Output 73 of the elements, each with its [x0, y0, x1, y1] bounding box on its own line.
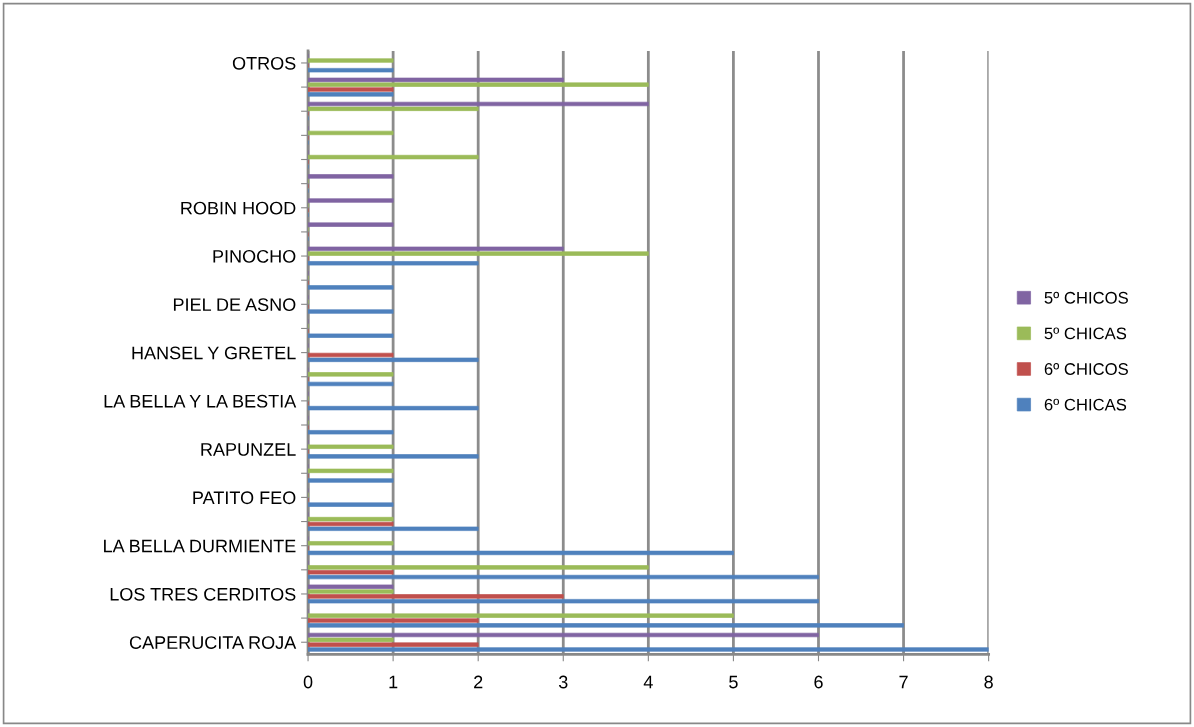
x-tick-label: 3 [558, 675, 568, 689]
bar [308, 632, 819, 638]
bar [308, 372, 394, 377]
x-tick-label: 2 [474, 675, 483, 689]
bar [308, 550, 734, 556]
y-tick-label: PIEL DE ASNO [173, 298, 296, 312]
legend-label: 5º CHICOS [1044, 291, 1128, 304]
y-tick-label: OTROS [232, 56, 296, 70]
bar [308, 574, 819, 580]
y-tick-label: CAPERUCITA ROJA [129, 636, 297, 649]
y-tick-label: LA BELLA DURMIENTE [104, 539, 296, 553]
x-tick-label: 4 [643, 675, 653, 689]
y-tick-label: PINOCHO [213, 249, 296, 263]
bar [308, 589, 394, 594]
y-tick-label: HANSEL Y GRETEL [132, 346, 296, 360]
bar [308, 68, 394, 73]
y-tick-label: ROBIN HOOD [181, 201, 296, 215]
bar [308, 647, 989, 652]
bar [308, 565, 649, 570]
bar [308, 285, 394, 290]
bar [308, 174, 394, 179]
bar [308, 478, 394, 483]
bar [308, 309, 394, 314]
legend-label: 6º CHICOS [1044, 363, 1128, 375]
bar [308, 251, 649, 256]
bar [308, 430, 394, 435]
bar [308, 101, 649, 107]
y-tick-label: RAPUNZEL [201, 443, 296, 456]
bar [308, 642, 479, 647]
bar [308, 623, 904, 628]
x-tick-label: 1 [389, 675, 398, 689]
bar [308, 594, 564, 599]
bar [308, 92, 394, 97]
bar [308, 584, 394, 589]
legend-label: 5º CHICAS [1044, 327, 1127, 340]
y-tick-label: LA BELLA Y LA BESTIA [104, 394, 297, 408]
x-tick-label: 7 [899, 675, 908, 689]
bar [308, 222, 394, 227]
bar [308, 613, 734, 618]
bar [308, 130, 394, 136]
bar [308, 637, 394, 642]
bar [308, 87, 394, 92]
bar [308, 454, 479, 459]
x-tick-label: 8 [984, 675, 993, 689]
bar [308, 154, 479, 160]
bar [308, 570, 394, 575]
bar [308, 516, 394, 522]
bar [308, 381, 394, 387]
x-tick-label: 0 [303, 675, 313, 689]
bar [308, 106, 479, 111]
y-tick-label: PATITO FEO [193, 491, 296, 505]
bar [308, 82, 649, 87]
bar [308, 261, 479, 266]
bar [308, 599, 819, 604]
bar [308, 521, 394, 527]
bar [308, 352, 394, 358]
bar [308, 468, 394, 474]
bar [308, 526, 479, 531]
bar [308, 502, 394, 507]
x-tick-label: 5 [729, 675, 738, 689]
bar [308, 58, 394, 63]
bar [308, 541, 394, 546]
bar [308, 405, 479, 411]
bar [308, 357, 479, 362]
bar [308, 444, 394, 449]
bar [308, 618, 479, 623]
bar [308, 77, 564, 83]
bar [308, 246, 564, 251]
y-tick-label: LOS TRES CERDITOS [110, 587, 296, 601]
x-tick-label: 6 [814, 675, 823, 689]
bar [308, 198, 394, 203]
legend-label: 6º CHICAS [1044, 398, 1127, 411]
bar [308, 333, 394, 338]
